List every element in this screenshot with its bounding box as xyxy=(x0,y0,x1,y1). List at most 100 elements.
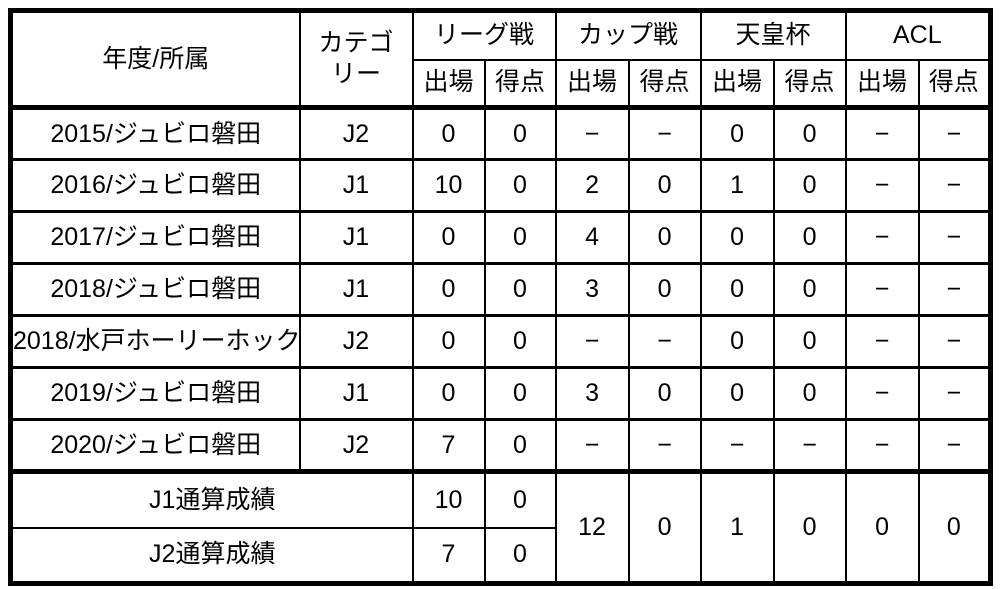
stat-cell: − xyxy=(917,158,992,213)
stat-cell: − xyxy=(844,418,920,473)
stat-cell: − xyxy=(844,210,920,265)
stat-cell: 0 xyxy=(772,210,847,265)
table-row-2018-iwata: 2018/ジュビロ磐田 J1 0 0 3 0 0 0 − − xyxy=(9,262,992,317)
category-header-cell: カテゴリー xyxy=(298,9,414,110)
category-cell: J1 xyxy=(298,210,414,265)
stat-cell: − xyxy=(844,106,920,161)
appearances-header-cell: 出場 xyxy=(699,58,775,110)
stat-cell: 0 xyxy=(627,262,702,317)
stat-cell: 0 xyxy=(483,158,557,213)
stat-cell: 0 xyxy=(772,106,847,161)
stat-cell: 0 xyxy=(627,366,702,421)
stat-cell: 0 xyxy=(411,262,486,317)
stat-cell: 3 xyxy=(554,366,630,421)
goals-header-cell: 得点 xyxy=(917,58,992,110)
merged-total-cell: 12 xyxy=(554,469,630,585)
year-club-cell: 2015/ジュビロ磐田 xyxy=(9,106,301,161)
stat-cell: − xyxy=(554,106,630,161)
group-header-league: リーグ戦 xyxy=(411,9,557,61)
stat-cell: 4 xyxy=(554,210,630,265)
merged-total-cell: 0 xyxy=(772,469,847,585)
stat-cell: 0 xyxy=(483,106,557,161)
total-stat-cell: 0 xyxy=(483,526,557,585)
category-cell: J1 xyxy=(298,366,414,421)
stat-cell: 0 xyxy=(699,262,775,317)
merged-total-cell: 0 xyxy=(917,469,992,585)
stat-cell: − xyxy=(627,314,702,369)
year-club-cell: 2018/水戸ホーリーホック xyxy=(9,314,301,369)
table-row-2018-mito: 2018/水戸ホーリーホック J2 0 0 − − 0 0 − − xyxy=(9,314,992,369)
stat-cell: 0 xyxy=(411,366,486,421)
stat-cell: − xyxy=(844,366,920,421)
stat-cell: 0 xyxy=(699,106,775,161)
stat-cell: 0 xyxy=(772,158,847,213)
stat-cell: − xyxy=(917,106,992,161)
category-cell: J2 xyxy=(298,418,414,473)
group-header-cup: カップ戦 xyxy=(554,9,702,61)
year-club-cell: 2019/ジュビロ磐田 xyxy=(9,366,301,421)
stat-cell: 0 xyxy=(772,262,847,317)
total-stat-cell: 7 xyxy=(411,526,486,585)
stat-cell: − xyxy=(917,366,992,421)
stat-cell: 0 xyxy=(699,314,775,369)
year-club-cell: 2017/ジュビロ磐田 xyxy=(9,210,301,265)
appearances-header-cell: 出場 xyxy=(844,58,920,110)
merged-total-cell: 0 xyxy=(844,469,920,585)
table-row-2016: 2016/ジュビロ磐田 J1 10 0 2 0 1 0 − − xyxy=(9,158,992,213)
stat-cell: 0 xyxy=(411,210,486,265)
career-stats-table: 年度/所属 カテゴリー リーグ戦 カップ戦 天皇杯 ACL 出場 得点 出場 得… xyxy=(8,8,994,586)
table-row-2017: 2017/ジュビロ磐田 J1 0 0 4 0 0 0 − − xyxy=(9,210,992,265)
stat-cell: − xyxy=(844,314,920,369)
stat-cell: 0 xyxy=(411,314,486,369)
header-row-groups: 年度/所属 カテゴリー リーグ戦 カップ戦 天皇杯 ACL xyxy=(9,9,992,110)
stat-cell: − xyxy=(554,314,630,369)
stat-cell: − xyxy=(917,262,992,317)
year-club-cell: 2016/ジュビロ磐田 xyxy=(9,158,301,213)
category-cell: J1 xyxy=(298,262,414,317)
goals-header-cell: 得点 xyxy=(483,58,557,110)
total-stat-cell: 0 xyxy=(483,469,557,529)
category-header-label: カテゴリー xyxy=(318,28,394,88)
table-row-2019: 2019/ジュビロ磐田 J1 0 0 3 0 0 0 − − xyxy=(9,366,992,421)
year-club-cell: 2020/ジュビロ磐田 xyxy=(9,418,301,473)
stat-cell: 7 xyxy=(411,418,486,473)
group-header-acl: ACL xyxy=(844,9,992,61)
group-header-emperors-cup: 天皇杯 xyxy=(699,9,847,61)
stat-cell: − xyxy=(917,314,992,369)
total-row-j2: J2通算成績 7 0 xyxy=(9,526,991,585)
total-label-cell: J1通算成績 xyxy=(9,469,414,529)
stat-cell: 3 xyxy=(554,262,630,317)
stat-cell: − xyxy=(844,262,920,317)
stat-cell: − xyxy=(554,418,630,473)
stat-cell: 0 xyxy=(411,106,486,161)
appearances-header-cell: 出場 xyxy=(554,58,630,110)
stat-cell: 0 xyxy=(483,262,557,317)
table-row-2015: 2015/ジュビロ磐田 J2 0 0 − − 0 0 − − xyxy=(9,106,992,161)
category-cell: J2 xyxy=(298,314,414,369)
stat-cell: 0 xyxy=(699,366,775,421)
stat-cell: 0 xyxy=(699,210,775,265)
stat-cell: 0 xyxy=(627,210,702,265)
total-row-j1: J1通算成績 10 0 12 0 1 0 0 0 xyxy=(9,469,992,585)
total-stat-cell: 10 xyxy=(411,469,486,529)
stat-cell: − xyxy=(699,418,775,473)
goals-header-cell: 得点 xyxy=(627,58,702,110)
stat-cell: 0 xyxy=(772,314,847,369)
merged-total-cell: 1 xyxy=(699,469,775,585)
goals-header-cell: 得点 xyxy=(772,58,847,110)
stat-cell: 0 xyxy=(483,210,557,265)
merged-total-cell: 0 xyxy=(627,469,702,585)
stat-cell: − xyxy=(917,210,992,265)
stat-cell: 1 xyxy=(699,158,775,213)
stat-cell: 0 xyxy=(483,418,557,473)
header-row-subcolumns: 出場 得点 出場 得点 出場 得点 出場 得点 xyxy=(11,58,992,110)
stat-cell: − xyxy=(627,106,702,161)
stat-cell: 10 xyxy=(411,158,486,213)
stat-cell: 0 xyxy=(772,366,847,421)
stat-cell: 0 xyxy=(627,158,702,213)
year-club-header-cell: 年度/所属 xyxy=(9,9,301,110)
category-cell: J1 xyxy=(298,158,414,213)
stat-cell: 0 xyxy=(483,314,557,369)
stat-cell: − xyxy=(772,418,847,473)
table-row-2020: 2020/ジュビロ磐田 J2 7 0 − − − − − − xyxy=(9,418,992,473)
